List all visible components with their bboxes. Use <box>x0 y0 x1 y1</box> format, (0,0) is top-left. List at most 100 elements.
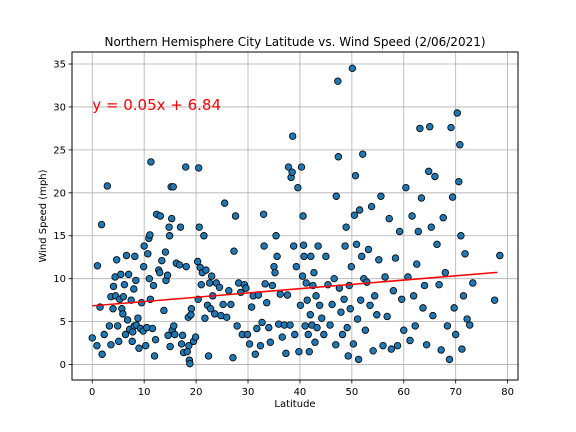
data-point <box>215 283 224 291</box>
data-point <box>437 346 445 354</box>
data-point <box>131 252 139 261</box>
data-point <box>175 261 184 269</box>
data-point <box>202 266 210 274</box>
data-point <box>463 315 471 323</box>
data-point <box>177 340 186 348</box>
data-point <box>332 341 340 349</box>
data-point <box>373 311 381 319</box>
data-point <box>194 164 203 172</box>
data-point <box>144 250 152 258</box>
data-point <box>225 287 233 295</box>
data-point <box>165 232 174 240</box>
data-point <box>187 305 196 313</box>
data-point <box>100 330 108 339</box>
data-point <box>447 123 455 132</box>
data-point <box>369 347 377 355</box>
data-point <box>367 202 376 211</box>
data-point <box>137 299 146 307</box>
data-point <box>391 254 400 262</box>
data-point <box>166 342 174 351</box>
data-point <box>191 333 200 341</box>
data-point <box>134 314 142 322</box>
x-tick-label: 50 <box>345 387 358 398</box>
data-point <box>206 305 215 313</box>
data-point <box>424 167 433 176</box>
data-point <box>326 321 334 329</box>
data-point <box>115 337 123 346</box>
data-point <box>342 223 350 231</box>
data-point <box>299 212 307 220</box>
data-point <box>448 193 457 201</box>
data-point <box>426 123 434 131</box>
data-point <box>128 337 136 346</box>
data-point <box>363 278 371 286</box>
data-point <box>445 355 454 364</box>
data-point <box>291 330 299 339</box>
y-tick-label: 35 <box>53 60 66 71</box>
data-point <box>186 359 194 368</box>
data-point <box>112 256 121 264</box>
data-point <box>455 177 463 186</box>
data-point <box>422 341 431 349</box>
data-point <box>132 276 140 285</box>
data-point <box>113 322 122 330</box>
data-point <box>295 347 303 356</box>
data-point <box>124 270 133 279</box>
data-point <box>307 252 315 261</box>
data-point <box>301 322 309 330</box>
data-point <box>251 350 259 358</box>
data-point <box>450 304 458 312</box>
data-point <box>182 262 190 271</box>
data-point <box>170 322 178 330</box>
data-point <box>109 305 117 313</box>
regression-equation: y = 0.05x + 6.84 <box>92 96 221 114</box>
data-point <box>334 77 342 85</box>
data-point <box>300 252 308 261</box>
data-point <box>334 153 343 161</box>
data-point <box>408 212 416 220</box>
data-point <box>328 300 336 309</box>
data-point <box>299 241 308 249</box>
data-point <box>219 300 227 309</box>
data-point <box>469 279 477 287</box>
regression-line <box>92 271 498 307</box>
data-point <box>161 248 170 256</box>
data-point <box>119 293 128 301</box>
data-point <box>315 301 324 309</box>
data-point <box>163 271 172 279</box>
data-point <box>351 171 360 180</box>
x-axis-ticks: 0 10 20 30 40 50 60 70 80 <box>89 380 514 398</box>
data-point <box>156 212 164 220</box>
data-point <box>350 211 359 219</box>
data-point <box>263 299 271 307</box>
y-tick-label: 15 <box>53 231 66 242</box>
data-point <box>130 285 138 293</box>
data-point <box>379 341 387 350</box>
data-point <box>288 132 297 140</box>
data-point <box>211 310 219 318</box>
data-point <box>346 305 354 313</box>
data-point <box>306 311 315 319</box>
data-point <box>182 163 190 171</box>
y-tick-label: 25 <box>53 145 66 156</box>
data-point <box>145 274 154 283</box>
data-point <box>459 292 468 300</box>
data-point <box>259 210 268 218</box>
data-point <box>231 212 240 220</box>
y-tick-label: 20 <box>53 188 66 199</box>
data-point <box>451 330 460 339</box>
data-point <box>93 341 101 350</box>
data-point <box>220 199 229 207</box>
data-point <box>245 340 254 348</box>
data-point <box>139 262 148 271</box>
data-point <box>297 163 306 171</box>
data-point <box>160 306 168 315</box>
data-point <box>420 281 429 290</box>
data-point <box>105 322 114 330</box>
data-point <box>417 194 426 202</box>
data-point <box>453 109 461 117</box>
data-point <box>298 272 307 280</box>
data-point <box>296 301 305 309</box>
data-point <box>247 303 256 311</box>
